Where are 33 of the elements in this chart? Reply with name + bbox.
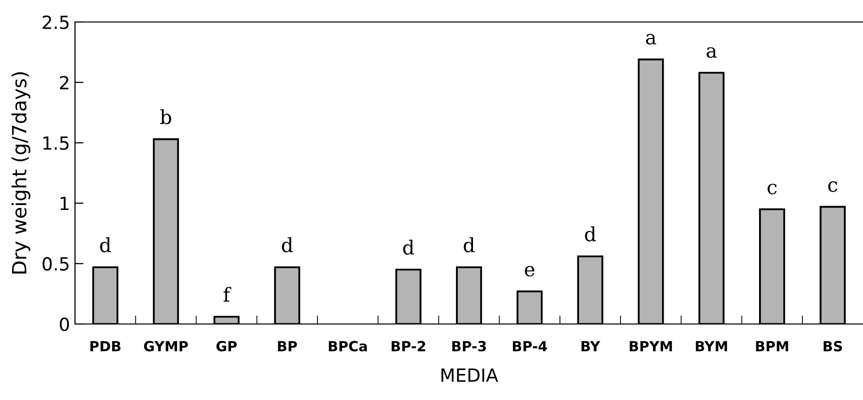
annotation: d <box>464 237 475 252</box>
x-tick-label: BP-3 <box>452 340 486 352</box>
annotation: d <box>403 240 414 255</box>
annotation: d <box>584 226 596 242</box>
annotation: a <box>646 34 656 45</box>
annotation: e <box>524 266 534 277</box>
y-tick-label: 2 <box>60 76 68 90</box>
x-tick-label: BPCa <box>328 340 367 352</box>
y-axis-title: Dry weight (g/7days) <box>11 72 30 274</box>
annotation: d <box>282 237 293 252</box>
y-tick-label: 1.5 <box>43 136 69 150</box>
x-tick-label: BS <box>824 340 842 352</box>
annotation: c <box>828 181 838 192</box>
annotation: c <box>768 184 777 194</box>
annotation: f <box>224 286 232 302</box>
x-tick-label: GYMP <box>144 340 188 352</box>
y-tick-label: 2.5 <box>42 15 69 30</box>
x-tick-label: BYM <box>696 341 728 352</box>
annotation: a <box>706 47 717 58</box>
y-tick-label: 0 <box>60 317 69 332</box>
x-axis-title: MEDIA <box>441 368 498 382</box>
x-tick-label: BP <box>278 341 297 352</box>
y-tick-label: 1 <box>60 196 68 210</box>
x-tick-label: BPM <box>756 341 788 352</box>
x-tick-label: BPYM <box>630 341 672 352</box>
annotation: d <box>100 237 111 252</box>
x-tick-label: GP <box>216 340 237 352</box>
y-tick-label: 0.5 <box>42 257 69 271</box>
annotation: b <box>160 109 172 124</box>
x-tick-label: PDB <box>90 341 120 352</box>
x-tick-label: BP-4 <box>512 341 547 352</box>
x-tick-label: BP-2 <box>392 340 426 352</box>
x-tick-label: BY <box>582 341 600 352</box>
